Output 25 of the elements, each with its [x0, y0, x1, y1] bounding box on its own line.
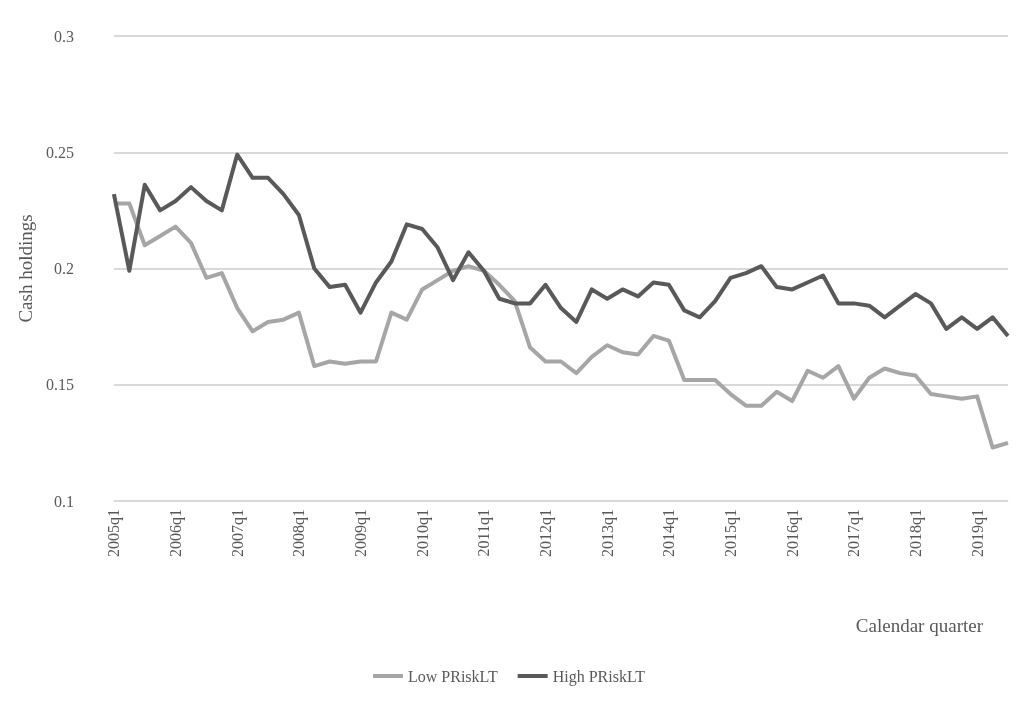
x-tick-label: 2011q1 — [475, 509, 494, 557]
y-axis-title: Cash holdings — [15, 214, 36, 323]
line-series — [111, 152, 1010, 338]
x-tick-label: 2006q1 — [167, 509, 186, 557]
x-tick-label: 2013q1 — [598, 509, 617, 557]
y-tick-label: 0.3 — [53, 27, 74, 45]
x-tick-label: 2010q1 — [413, 509, 432, 557]
legend-label: High PRiskLT — [552, 667, 646, 686]
x-tick-label: 2012q1 — [537, 509, 556, 557]
y-tick-label: 0.1 — [53, 492, 74, 510]
x-tick-label: 2017q1 — [845, 509, 864, 557]
x-tick-label: 2016q1 — [783, 509, 802, 557]
x-tick-label: 2005q1 — [105, 509, 124, 557]
x-tick-label: 2015q1 — [722, 509, 741, 557]
y-tick-label: 0.2 — [53, 260, 74, 277]
x-tick-label: 2008q1 — [290, 509, 309, 557]
legend-label: Low PRiskLT — [408, 667, 498, 685]
y-tick-label: 0.15 — [45, 376, 74, 394]
x-tick-label: 2007q1 — [228, 509, 247, 557]
x-axis-title: Calendar quarter — [855, 615, 984, 636]
x-tick-label: 2009q1 — [352, 509, 371, 557]
x-tick-label: 2018q1 — [907, 509, 926, 557]
x-tick-label: 2014q1 — [660, 509, 679, 557]
x-tick-label: 2019q1 — [968, 509, 987, 557]
y-tick-label: 0.25 — [45, 143, 74, 161]
